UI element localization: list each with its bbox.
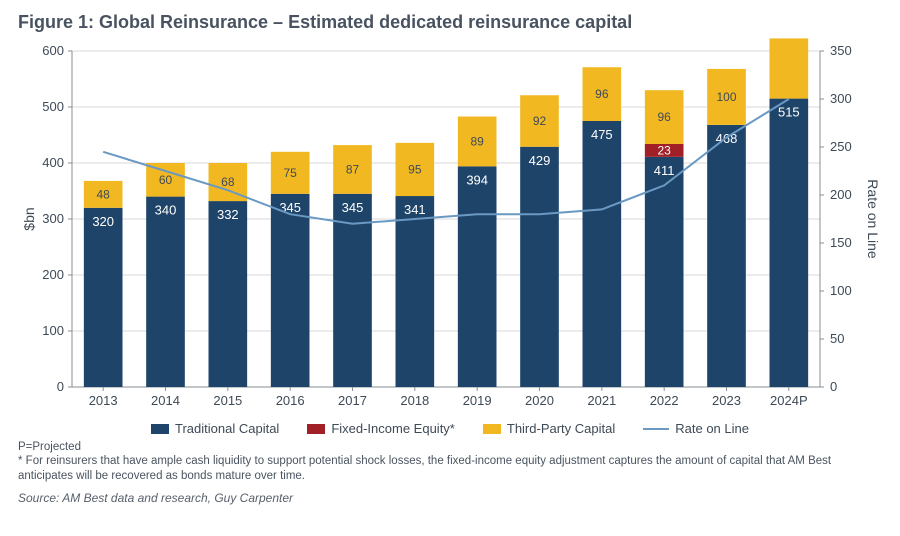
bar-traditional	[396, 196, 435, 387]
x-axis-label: 2022	[650, 393, 679, 408]
bar-label-traditional: 475	[591, 127, 613, 142]
footnotes: P=Projected * For reinsurers that have a…	[18, 440, 882, 483]
legend-item-rate-on-line: Rate on Line	[643, 421, 749, 436]
svg-text:Rate on Line: Rate on Line	[865, 179, 881, 259]
bar-label-traditional: 411	[654, 163, 675, 178]
legend-item-third-party: Third-Party Capital	[483, 421, 615, 436]
svg-text:400: 400	[42, 155, 64, 170]
x-axis-label: 2019	[463, 393, 492, 408]
svg-text:250: 250	[830, 139, 852, 154]
svg-text:300: 300	[830, 91, 852, 106]
bar-traditional	[770, 99, 809, 387]
chart-legend: Traditional Capital Fixed-Income Equity*…	[18, 421, 882, 436]
svg-text:0: 0	[57, 379, 64, 394]
legend-label-third-party: Third-Party Capital	[507, 421, 615, 436]
chart-area: 0 100 200 300 400 500 600 0 50 100 150 200 250 300 350…	[18, 37, 882, 417]
legend-item-traditional: Traditional Capital	[151, 421, 279, 436]
bar-label-third-party: 75	[283, 166, 297, 180]
svg-text:150: 150	[830, 235, 852, 250]
svg-text:200: 200	[830, 187, 852, 202]
x-axis-label: 2015	[213, 393, 242, 408]
bar-traditional	[583, 121, 622, 387]
svg-text:600: 600	[42, 43, 64, 58]
x-axis-label: 2021	[587, 393, 616, 408]
legend-swatch-rate-on-line	[643, 428, 669, 430]
bar-label-third-party: 95	[408, 162, 422, 176]
svg-text:200: 200	[42, 267, 64, 282]
bar-label-third-party: 96	[657, 110, 671, 124]
bar-traditional	[146, 197, 185, 387]
svg-text:0: 0	[830, 379, 837, 394]
bar-traditional	[209, 201, 248, 387]
x-axis-label: 2014	[151, 393, 180, 408]
bar-label-traditional: 345	[279, 200, 301, 215]
x-axis-label: 2020	[525, 393, 554, 408]
line-rate-on-line	[103, 99, 789, 224]
legend-swatch-third-party	[483, 424, 501, 434]
x-axis-label: 2023	[712, 393, 741, 408]
bar-traditional	[271, 194, 310, 387]
bar-traditional	[458, 166, 497, 387]
bar-traditional	[84, 208, 123, 387]
x-axis-label: 2024P	[770, 393, 808, 408]
bar-label-traditional: 341	[404, 202, 426, 217]
bar-label-traditional: 320	[92, 214, 114, 229]
bar-label-traditional: 332	[217, 207, 239, 222]
svg-text:300: 300	[42, 211, 64, 226]
bar-label-traditional: 429	[529, 153, 551, 168]
legend-item-fixed-income: Fixed-Income Equity*	[307, 421, 455, 436]
legend-label-traditional: Traditional Capital	[175, 421, 279, 436]
bar-label-third-party: 68	[221, 175, 235, 189]
bar-label-third-party: 96	[595, 87, 609, 101]
bar-traditional	[707, 125, 746, 387]
bar-label-traditional: 394	[466, 172, 488, 187]
source-line: Source: AM Best data and research, Guy C…	[18, 491, 882, 505]
footnote-projected: P=Projected	[18, 440, 882, 454]
legend-swatch-traditional	[151, 424, 169, 434]
footnote-fixed-income: * For reinsurers that have ample cash li…	[18, 454, 882, 483]
legend-label-fixed-income: Fixed-Income Equity*	[331, 421, 455, 436]
svg-text:$bn: $bn	[21, 207, 37, 230]
bar-label-third-party: 92	[533, 114, 547, 128]
bar-traditional	[520, 147, 559, 387]
bar-label-third-party: 60	[159, 173, 173, 187]
svg-text:100: 100	[830, 283, 852, 298]
bar-label-fixed-income: 23	[657, 143, 671, 157]
bar-label-third-party: 87	[346, 162, 360, 176]
x-axis-label: 2018	[400, 393, 429, 408]
bar-label-third-party: 89	[470, 134, 484, 148]
bar-label-traditional: 340	[155, 203, 177, 218]
svg-text:500: 500	[42, 99, 64, 114]
figure-title: Figure 1: Global Reinsurance – Estimated…	[18, 12, 882, 33]
bar-label-traditional: 515	[778, 105, 800, 120]
x-axis-label: 2016	[276, 393, 305, 408]
x-axis-label: 2017	[338, 393, 367, 408]
svg-text:100: 100	[42, 323, 64, 338]
bar-third-party	[770, 38, 809, 98]
bar-label-third-party: 48	[96, 187, 110, 201]
bar-label-third-party: 100	[716, 90, 736, 104]
svg-text:350: 350	[830, 43, 852, 58]
x-axis-label: 2013	[89, 393, 118, 408]
svg-text:50: 50	[830, 331, 844, 346]
legend-swatch-fixed-income	[307, 424, 325, 434]
bar-label-traditional: 345	[342, 200, 364, 215]
legend-label-rate-on-line: Rate on Line	[675, 421, 749, 436]
